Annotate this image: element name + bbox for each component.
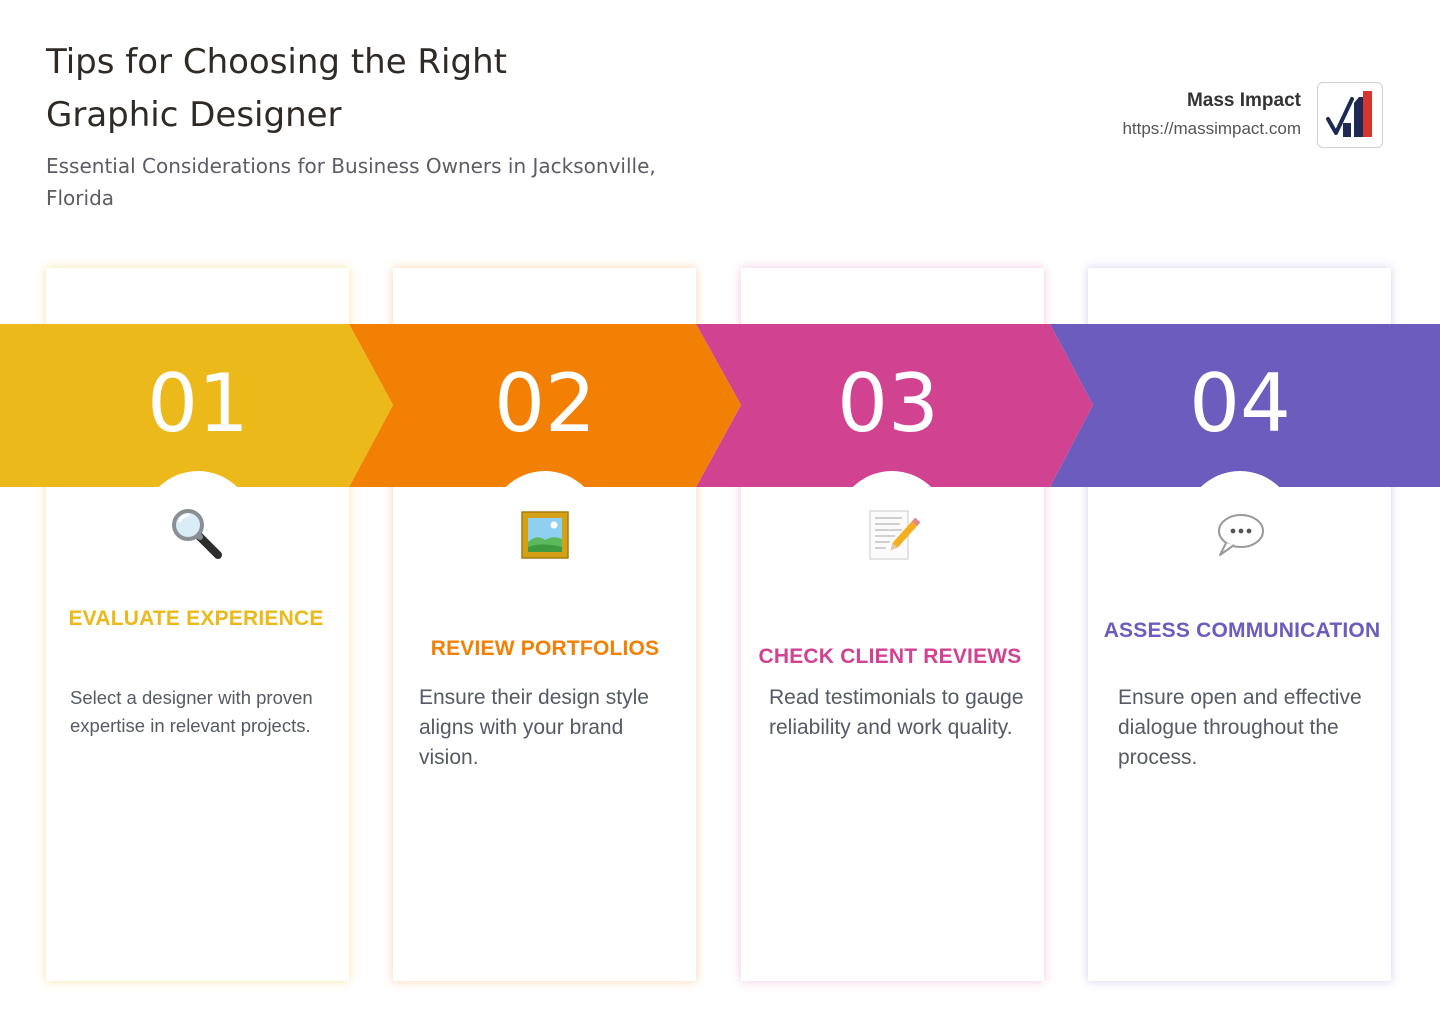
step-number-3: 03	[837, 357, 939, 450]
step-title-4: ASSESS COMMUNICATION	[1103, 619, 1381, 642]
step-number-1: 01	[147, 357, 249, 450]
step-arrow-3	[696, 324, 1093, 487]
step-description-2: Ensure their design style aligns with yo…	[419, 686, 649, 769]
brand-url-link[interactable]: https://massimpact.com	[1122, 119, 1301, 138]
brand-logo-icon	[1317, 82, 1383, 148]
page-title: Tips for Choosing the Right Graphic Desi…	[46, 42, 507, 135]
step-number-4: 04	[1189, 357, 1291, 450]
brand-text: Mass Impact https://massimpact.com	[1122, 89, 1301, 141]
brand-name: Mass Impact	[1186, 90, 1301, 111]
step-description-4: Ensure open and effective dialogue throu…	[1118, 686, 1362, 769]
step-arrow-2	[349, 324, 741, 487]
framed-picture-icon	[521, 511, 569, 559]
steps-arrow-band	[0, 324, 1440, 487]
speech-bubble-icon	[1218, 514, 1264, 556]
memo-icon	[869, 510, 921, 560]
step-number-2: 02	[494, 357, 596, 450]
step-arrow-1	[0, 324, 393, 487]
magnifying-glass-icon	[172, 509, 222, 559]
step-title-1: EVALUATE EXPERIENCE	[68, 607, 324, 630]
brand-block: Mass Impact https://massimpact.com	[1122, 82, 1383, 148]
page-subtitle: Essential Considerations for Business Ow…	[46, 154, 656, 210]
step-description-1: Select a designer with proven expertise …	[70, 687, 313, 736]
step-description-3: Read testimonials to gauge reliability a…	[769, 686, 1024, 739]
step-title-3: CHECK CLIENT REVIEWS	[758, 645, 1022, 668]
step-arrow-4	[1050, 324, 1440, 487]
step-title-2: REVIEW PORTFOLIOS	[430, 637, 660, 660]
